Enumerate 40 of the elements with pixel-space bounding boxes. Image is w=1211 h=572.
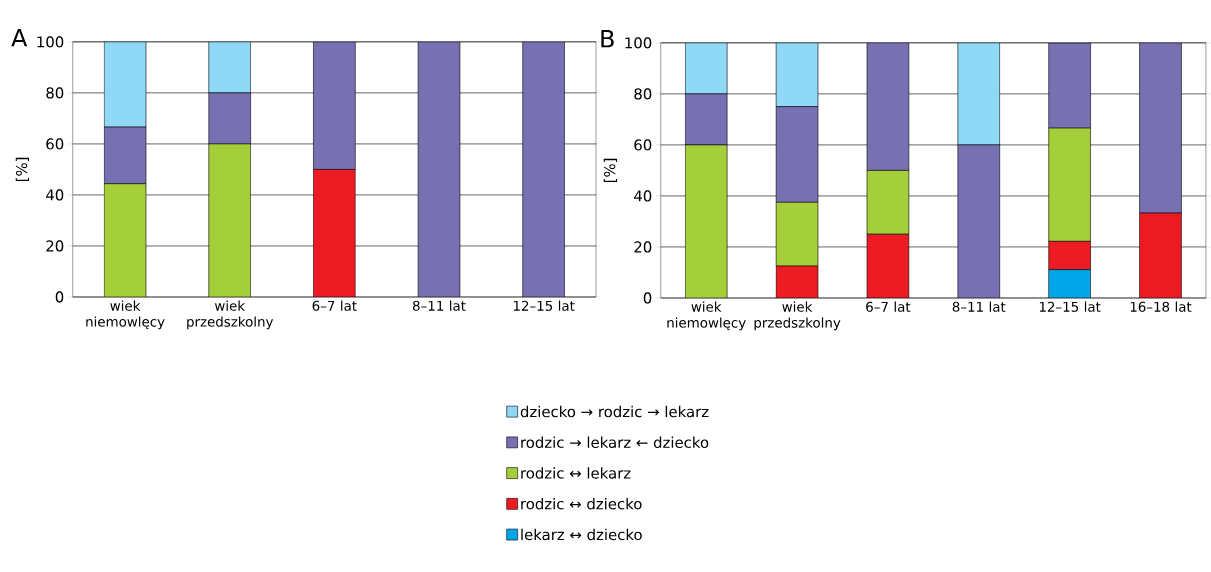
- y-tick-label: 80: [634, 88, 652, 100]
- x-tick-label: 8–11 lat: [952, 301, 1006, 312]
- y-tick-label: 20: [46, 240, 64, 252]
- x-tick-label: 6–7 lat: [312, 300, 357, 311]
- y-tick-label: 60: [46, 138, 64, 150]
- y-tick-label: 40: [634, 190, 652, 202]
- x-tick-label: wiek przedszkolny: [187, 300, 274, 330]
- y-tick-label: 0: [643, 292, 652, 304]
- legend-label: lekarz ↔ dziecko: [521, 528, 642, 541]
- x-tick-label: 12–15 lat: [513, 300, 575, 311]
- x-tick-label: wiek przedszkolny: [754, 301, 841, 331]
- y-tick-label: 80: [46, 87, 64, 99]
- bar: [1048, 241, 1091, 270]
- chart-title: B: [601, 29, 614, 48]
- x-tick-label: wiek niemowlęcy: [667, 301, 746, 331]
- y-tick-label: 60: [634, 139, 652, 151]
- bar: [1139, 212, 1182, 298]
- y-tick-label: 100: [625, 37, 652, 49]
- y-tick-label: 40: [46, 189, 64, 201]
- chart-title: A: [11, 28, 28, 47]
- x-tick-label: 8–11 lat: [412, 300, 466, 311]
- legend-label: rodzic → lekarz ← dziecko: [521, 436, 709, 448]
- bar: [866, 170, 910, 235]
- x-tick-label: wiek niemowlęcy: [86, 300, 165, 330]
- legend-label: rodzic ↔ lekarz: [521, 467, 631, 479]
- bar: [684, 144, 728, 298]
- x-tick-label: 6–7 lat: [866, 301, 911, 312]
- y-tick-label: 20: [634, 241, 652, 253]
- x-tick-label: 12–15 lat: [1039, 301, 1101, 312]
- bar: [866, 233, 910, 298]
- bar: [775, 265, 819, 298]
- y-axis-title: [%]: [603, 158, 618, 182]
- bar: [1048, 127, 1091, 242]
- y-tick-label: 0: [55, 291, 64, 303]
- y-axis-title: [%]: [15, 157, 30, 181]
- legend-label: rodzic ↔ dziecko: [521, 497, 642, 510]
- y-tick-label: 100: [37, 36, 64, 48]
- legend-label: dziecko → rodzic → lekarz: [520, 405, 709, 418]
- x-tick-label: 16–18 lat: [1130, 301, 1192, 312]
- bar: [775, 201, 819, 267]
